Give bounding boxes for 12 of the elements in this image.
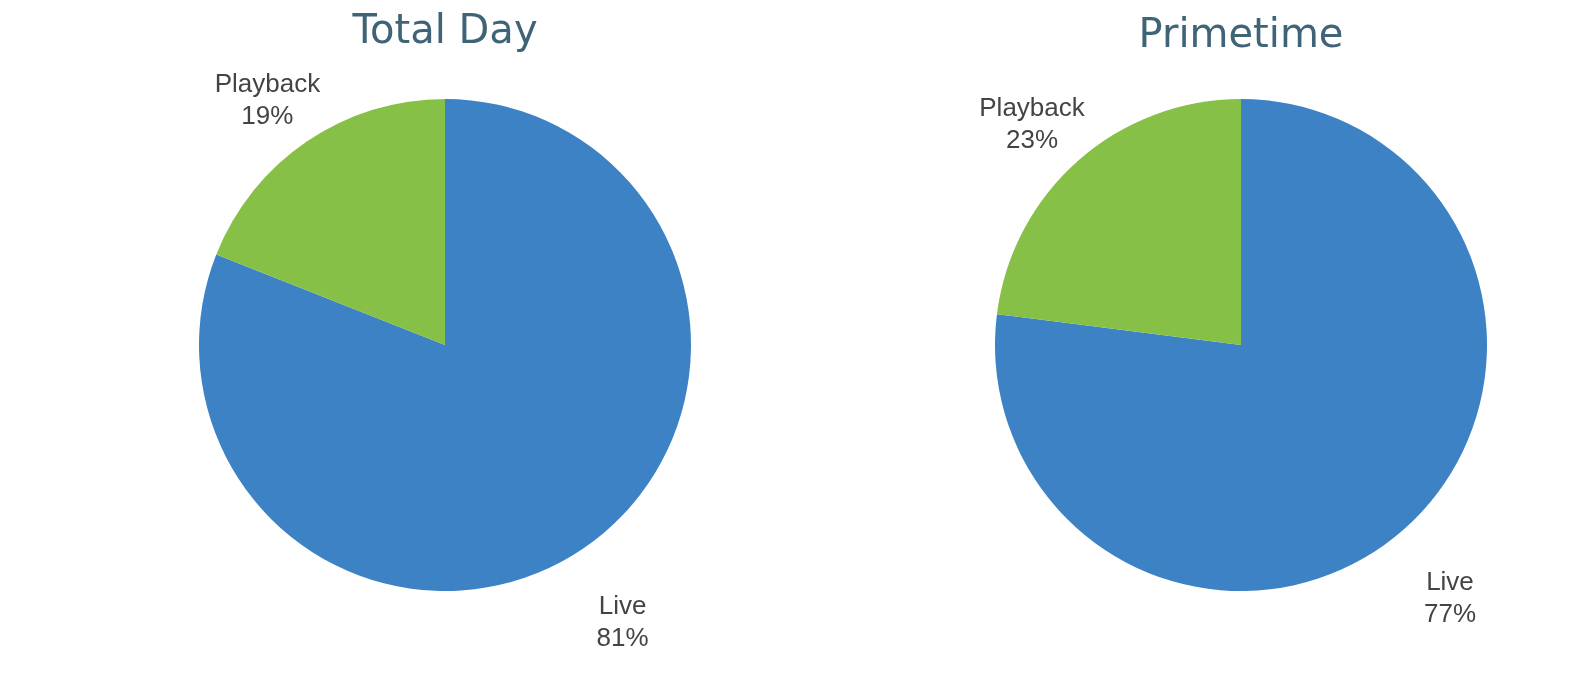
chart-title: Primetime xyxy=(1138,10,1344,56)
data-label: 23% xyxy=(1006,123,1059,154)
pie-slice xyxy=(199,99,691,591)
data-label: 77% xyxy=(1423,598,1476,629)
slice-label: Live xyxy=(598,590,647,621)
data-label: 19% xyxy=(241,99,294,130)
pie-slice xyxy=(216,99,445,345)
slice-label: Live xyxy=(1426,566,1474,597)
slice-label: Playback xyxy=(214,67,322,98)
data-label: 81% xyxy=(596,622,649,653)
chart-title: Total Day xyxy=(351,5,538,52)
slice-label: Playback xyxy=(979,91,1086,122)
